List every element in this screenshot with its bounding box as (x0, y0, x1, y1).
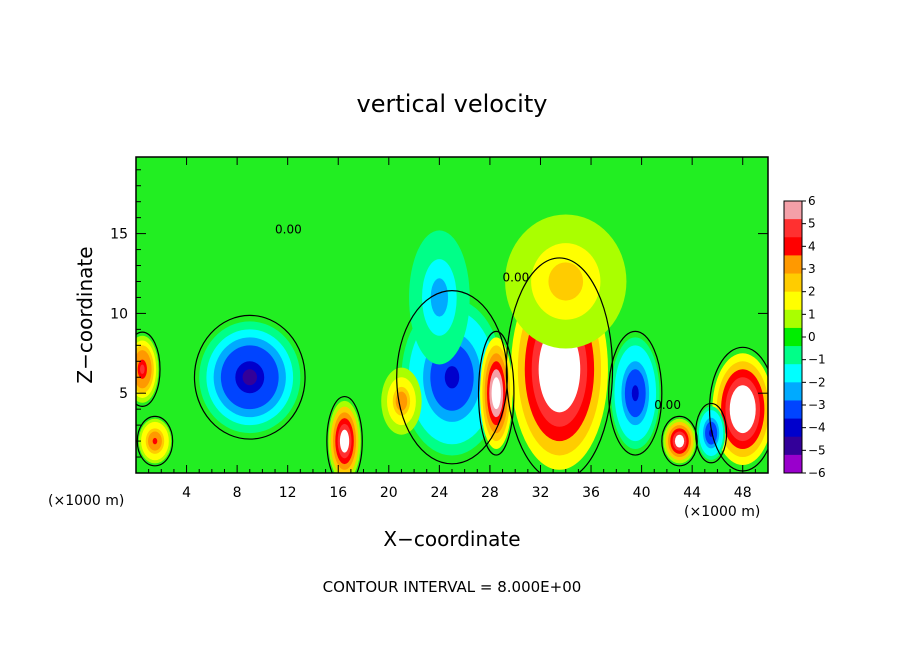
y-axis-ticks: 5 10 15 (110, 169, 768, 458)
x-tick-label: 48 (734, 485, 752, 501)
field-level (444, 366, 460, 389)
colorbar-label: 4 (808, 239, 816, 253)
field-feature-updraft (505, 214, 627, 349)
x-axis-label: X−coordinate (383, 527, 520, 551)
colorbar-label: −5 (808, 443, 826, 457)
zero-contour-line (608, 330, 663, 456)
field-level (493, 385, 499, 402)
colorbar-label: −4 (808, 421, 826, 435)
field-feature-updraft (136, 335, 159, 403)
colorbar-swatch (784, 327, 802, 347)
colorbar-swatch (784, 382, 802, 401)
x-unit-left: (×1000 m) (48, 493, 124, 509)
y-tick-label: 10 (110, 306, 128, 322)
x-tick-label: 36 (582, 485, 600, 501)
colorbar-swatch (784, 418, 802, 438)
colorbar-swatch (784, 364, 802, 383)
zero-contour-line (477, 330, 515, 456)
colorbar-swatch (784, 454, 802, 474)
colorbar-label: 1 (808, 307, 816, 321)
field-level (435, 287, 444, 308)
colorbar-label: −6 (808, 466, 826, 480)
zero-contour-line (193, 314, 306, 440)
x-tick-label: 40 (633, 485, 651, 501)
x-tick-label: 4 (182, 485, 191, 501)
field-feature-downdraft (409, 230, 470, 365)
field-level (552, 354, 567, 384)
plot-area: 0.00 0.00 0.00 (136, 157, 768, 473)
colorbar-swatch (784, 436, 802, 456)
colorbar-swatch (784, 219, 802, 238)
zero-contour-line (505, 257, 614, 473)
x-tick-label: 12 (279, 485, 297, 501)
contour-label: 0.00 (275, 223, 302, 237)
colorbar-swatch (784, 273, 802, 293)
colorbar-swatch (784, 400, 802, 420)
colorbar-label: −1 (808, 353, 826, 367)
field-feature-downdraft (696, 406, 726, 460)
field-level (677, 437, 682, 445)
field-level (557, 271, 575, 292)
x-unit-right: (×1000 m) (684, 504, 760, 520)
field-level (398, 396, 405, 406)
contour-interval-note: CONTOUR INTERVAL = 8.000E+00 (323, 578, 582, 596)
contour-label: 0.00 (654, 398, 681, 412)
x-tick-label: 24 (430, 485, 448, 501)
colorbar-label: −2 (808, 375, 826, 389)
colorbar-swatch (784, 309, 802, 329)
field-feature-updraft (138, 418, 172, 464)
field-feature-downdraft (611, 337, 660, 450)
zero-contour-line (326, 395, 363, 473)
contour-label: 0.00 (503, 270, 530, 284)
zero-contour-line (661, 415, 698, 467)
x-tick-label: 28 (481, 485, 499, 501)
x-tick-label: 44 (683, 485, 701, 501)
y-axis-label: Z−coordinate (73, 246, 97, 383)
zero-contour-line (396, 290, 508, 465)
y-tick-label: 15 (110, 227, 128, 243)
colorbar-label: −3 (808, 398, 826, 412)
x-tick-label: 8 (233, 485, 242, 501)
field-feature-updraft (663, 418, 696, 464)
colorbar: 6 5 4 3 2 1 0 −1 −2 −3 −4 −5 −6 (783, 194, 826, 480)
colorbar-swatch (784, 346, 802, 365)
field-feature-updraft (381, 367, 422, 435)
colorbar-swatch (784, 255, 802, 275)
colorbar-label: 3 (808, 262, 816, 276)
colorbar-swatch (784, 237, 802, 256)
chart-title: vertical velocity (357, 90, 548, 118)
colorbar-label: 6 (808, 194, 816, 208)
field-feature-updraft (712, 353, 768, 466)
colorbar-swatch (784, 201, 802, 220)
field-level (140, 364, 145, 375)
field-feature-updraft (328, 400, 361, 473)
colorbar-label: 2 (808, 285, 816, 299)
x-tick-label: 20 (380, 485, 398, 501)
field-level (342, 435, 347, 447)
x-tick-label: 16 (329, 485, 347, 501)
field-level (242, 369, 257, 386)
x-axis-ticks: 4 8 12 16 20 24 28 32 36 40 44 48 (148, 157, 756, 501)
x-tick-label: 32 (532, 485, 550, 501)
zero-contours: 0.00 0.00 0.00 (136, 223, 768, 473)
colorbar-swatch (784, 291, 802, 311)
field-feature-downdraft (199, 321, 301, 434)
zero-contour-line (695, 402, 728, 464)
velocity-field (136, 214, 768, 473)
field-level (738, 401, 748, 418)
colorbar-label: 0 (808, 330, 816, 344)
zero-contour-line (136, 331, 161, 407)
colorbar-label: 5 (808, 217, 816, 231)
y-tick-label: 5 (119, 386, 128, 402)
field-level (631, 385, 639, 402)
field-level (152, 437, 158, 445)
